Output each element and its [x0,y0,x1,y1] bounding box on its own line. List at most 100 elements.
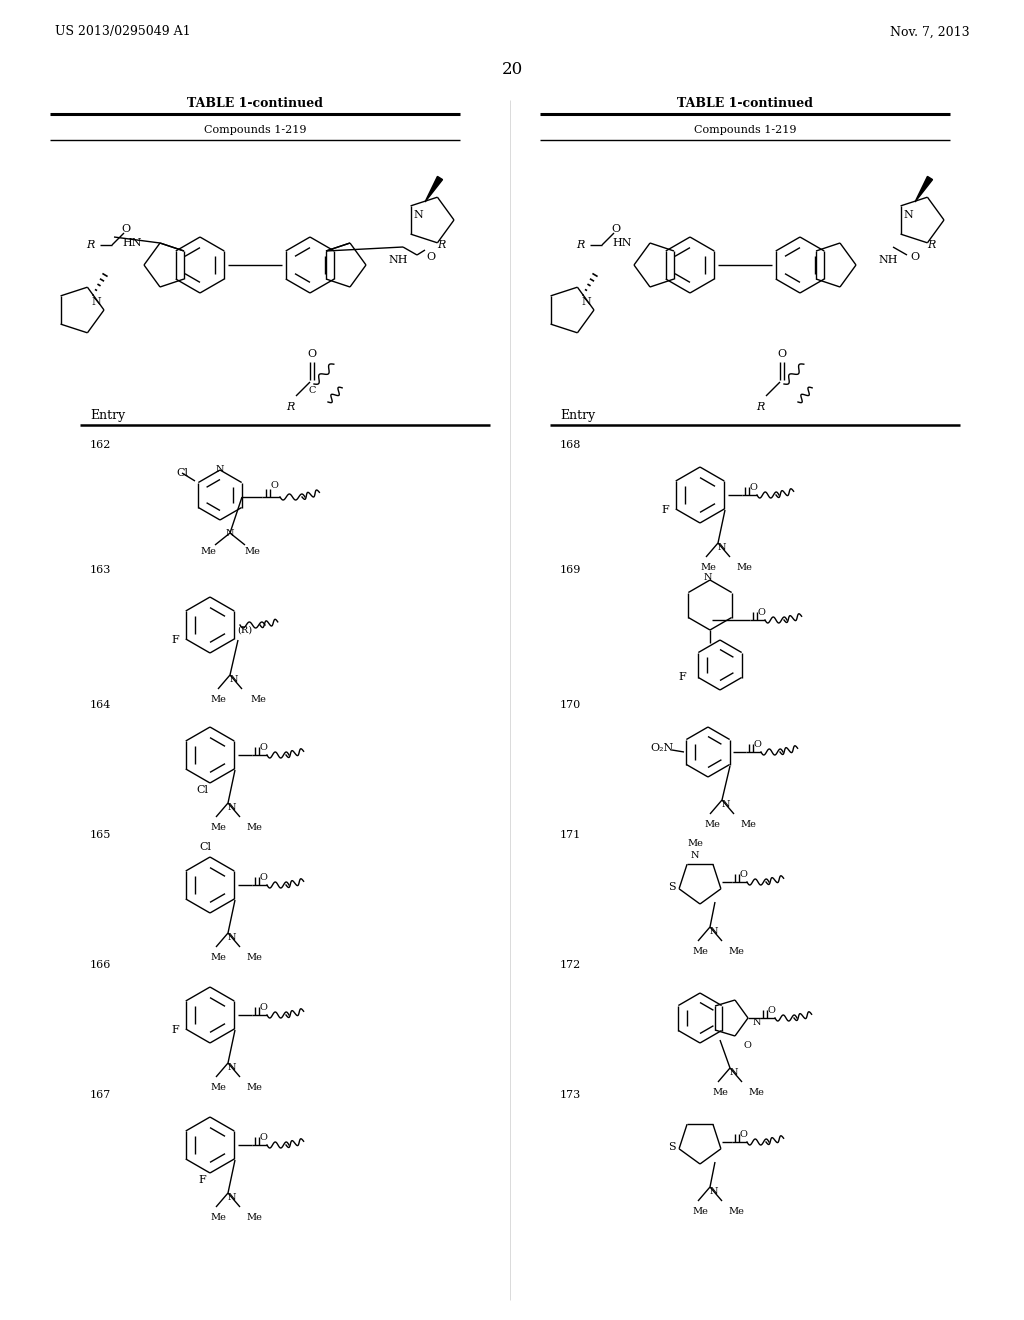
Text: 169: 169 [560,565,582,576]
Text: N: N [722,800,730,809]
Text: Entry: Entry [560,408,595,421]
Text: N: N [228,1063,237,1072]
Text: R: R [437,240,445,249]
Text: US 2013/0295049 A1: US 2013/0295049 A1 [55,25,190,38]
Text: Me: Me [210,822,226,832]
Text: R: R [86,240,94,249]
Text: C: C [308,385,315,395]
Text: Me: Me [210,953,226,962]
Text: S: S [669,1142,676,1152]
Text: N: N [413,210,423,220]
Text: O: O [758,609,766,616]
Text: Entry: Entry [90,408,125,421]
Text: Me: Me [728,946,743,956]
Text: 162: 162 [90,440,112,450]
Text: 170: 170 [560,700,582,710]
Text: O: O [768,1006,776,1015]
Text: F: F [678,672,686,682]
Text: O: O [122,224,131,234]
Text: N: N [228,1193,237,1203]
Text: 163: 163 [90,565,112,576]
Text: TABLE 1-continued: TABLE 1-continued [187,96,323,110]
Text: N: N [225,528,234,537]
Text: Me: Me [748,1088,764,1097]
Text: TABLE 1-continued: TABLE 1-continued [677,96,813,110]
Text: O: O [307,348,316,359]
Text: Cl: Cl [199,842,211,851]
Text: O: O [740,1130,748,1139]
Text: F: F [662,506,669,515]
Text: Me: Me [210,696,226,704]
Text: Me: Me [728,1206,743,1216]
Text: Me: Me [712,1088,728,1097]
Text: (R): (R) [238,626,253,635]
Text: O: O [611,224,621,234]
Text: O: O [426,252,435,261]
Text: N: N [710,927,719,936]
Text: NH: NH [388,255,408,265]
Text: Me: Me [200,546,216,556]
Text: Compounds 1-219: Compounds 1-219 [693,125,797,135]
Text: Me: Me [705,820,720,829]
Text: O: O [740,870,748,879]
Text: Me: Me [700,564,716,572]
Text: O: O [260,1003,268,1012]
Text: NH: NH [878,255,897,265]
Text: Me: Me [246,822,262,832]
Text: Me: Me [246,1213,262,1222]
Text: O: O [270,480,278,490]
Polygon shape [425,177,442,202]
Text: N: N [703,573,713,582]
Text: 168: 168 [560,440,582,450]
Text: Me: Me [246,953,262,962]
Polygon shape [915,177,933,202]
Text: 172: 172 [560,960,582,970]
Text: O: O [260,873,268,882]
Text: R: R [927,240,935,249]
Text: N: N [228,933,237,942]
Text: 165: 165 [90,830,112,840]
Text: O: O [910,252,920,261]
Text: O: O [260,1133,268,1142]
Text: Me: Me [692,946,708,956]
Text: R: R [286,403,294,412]
Text: N: N [216,466,224,474]
Text: O₂N: O₂N [650,743,674,752]
Text: N: N [710,1187,719,1196]
Text: Nov. 7, 2013: Nov. 7, 2013 [891,25,970,38]
Text: N: N [91,297,101,308]
Text: HN: HN [122,238,141,248]
Text: Cl: Cl [196,785,208,795]
Text: O: O [750,483,758,492]
Text: F: F [171,1026,179,1035]
Text: O: O [777,348,786,359]
Text: 20: 20 [502,62,522,78]
Text: 167: 167 [90,1090,112,1100]
Text: R: R [756,403,764,412]
Text: N: N [903,210,912,220]
Text: S: S [669,882,676,892]
Text: 166: 166 [90,960,112,970]
Text: F: F [198,1175,206,1185]
Text: N: N [230,675,239,684]
Text: O: O [743,1041,751,1049]
Text: Me: Me [740,820,756,829]
Text: Me: Me [210,1082,226,1092]
Text: Me: Me [687,840,702,849]
Text: N: N [718,543,726,552]
Text: HN: HN [612,238,632,248]
Text: N: N [228,803,237,812]
Text: Compounds 1-219: Compounds 1-219 [204,125,306,135]
Text: Me: Me [210,1213,226,1222]
Text: 164: 164 [90,700,112,710]
Text: 171: 171 [560,830,582,840]
Text: 173: 173 [560,1090,582,1100]
Text: Me: Me [244,546,260,556]
Text: O: O [260,743,268,752]
Text: Me: Me [250,696,266,704]
Text: F: F [171,635,179,645]
Text: N: N [691,851,699,861]
Text: N: N [730,1068,738,1077]
Text: N: N [582,297,591,308]
Text: N: N [753,1018,762,1027]
